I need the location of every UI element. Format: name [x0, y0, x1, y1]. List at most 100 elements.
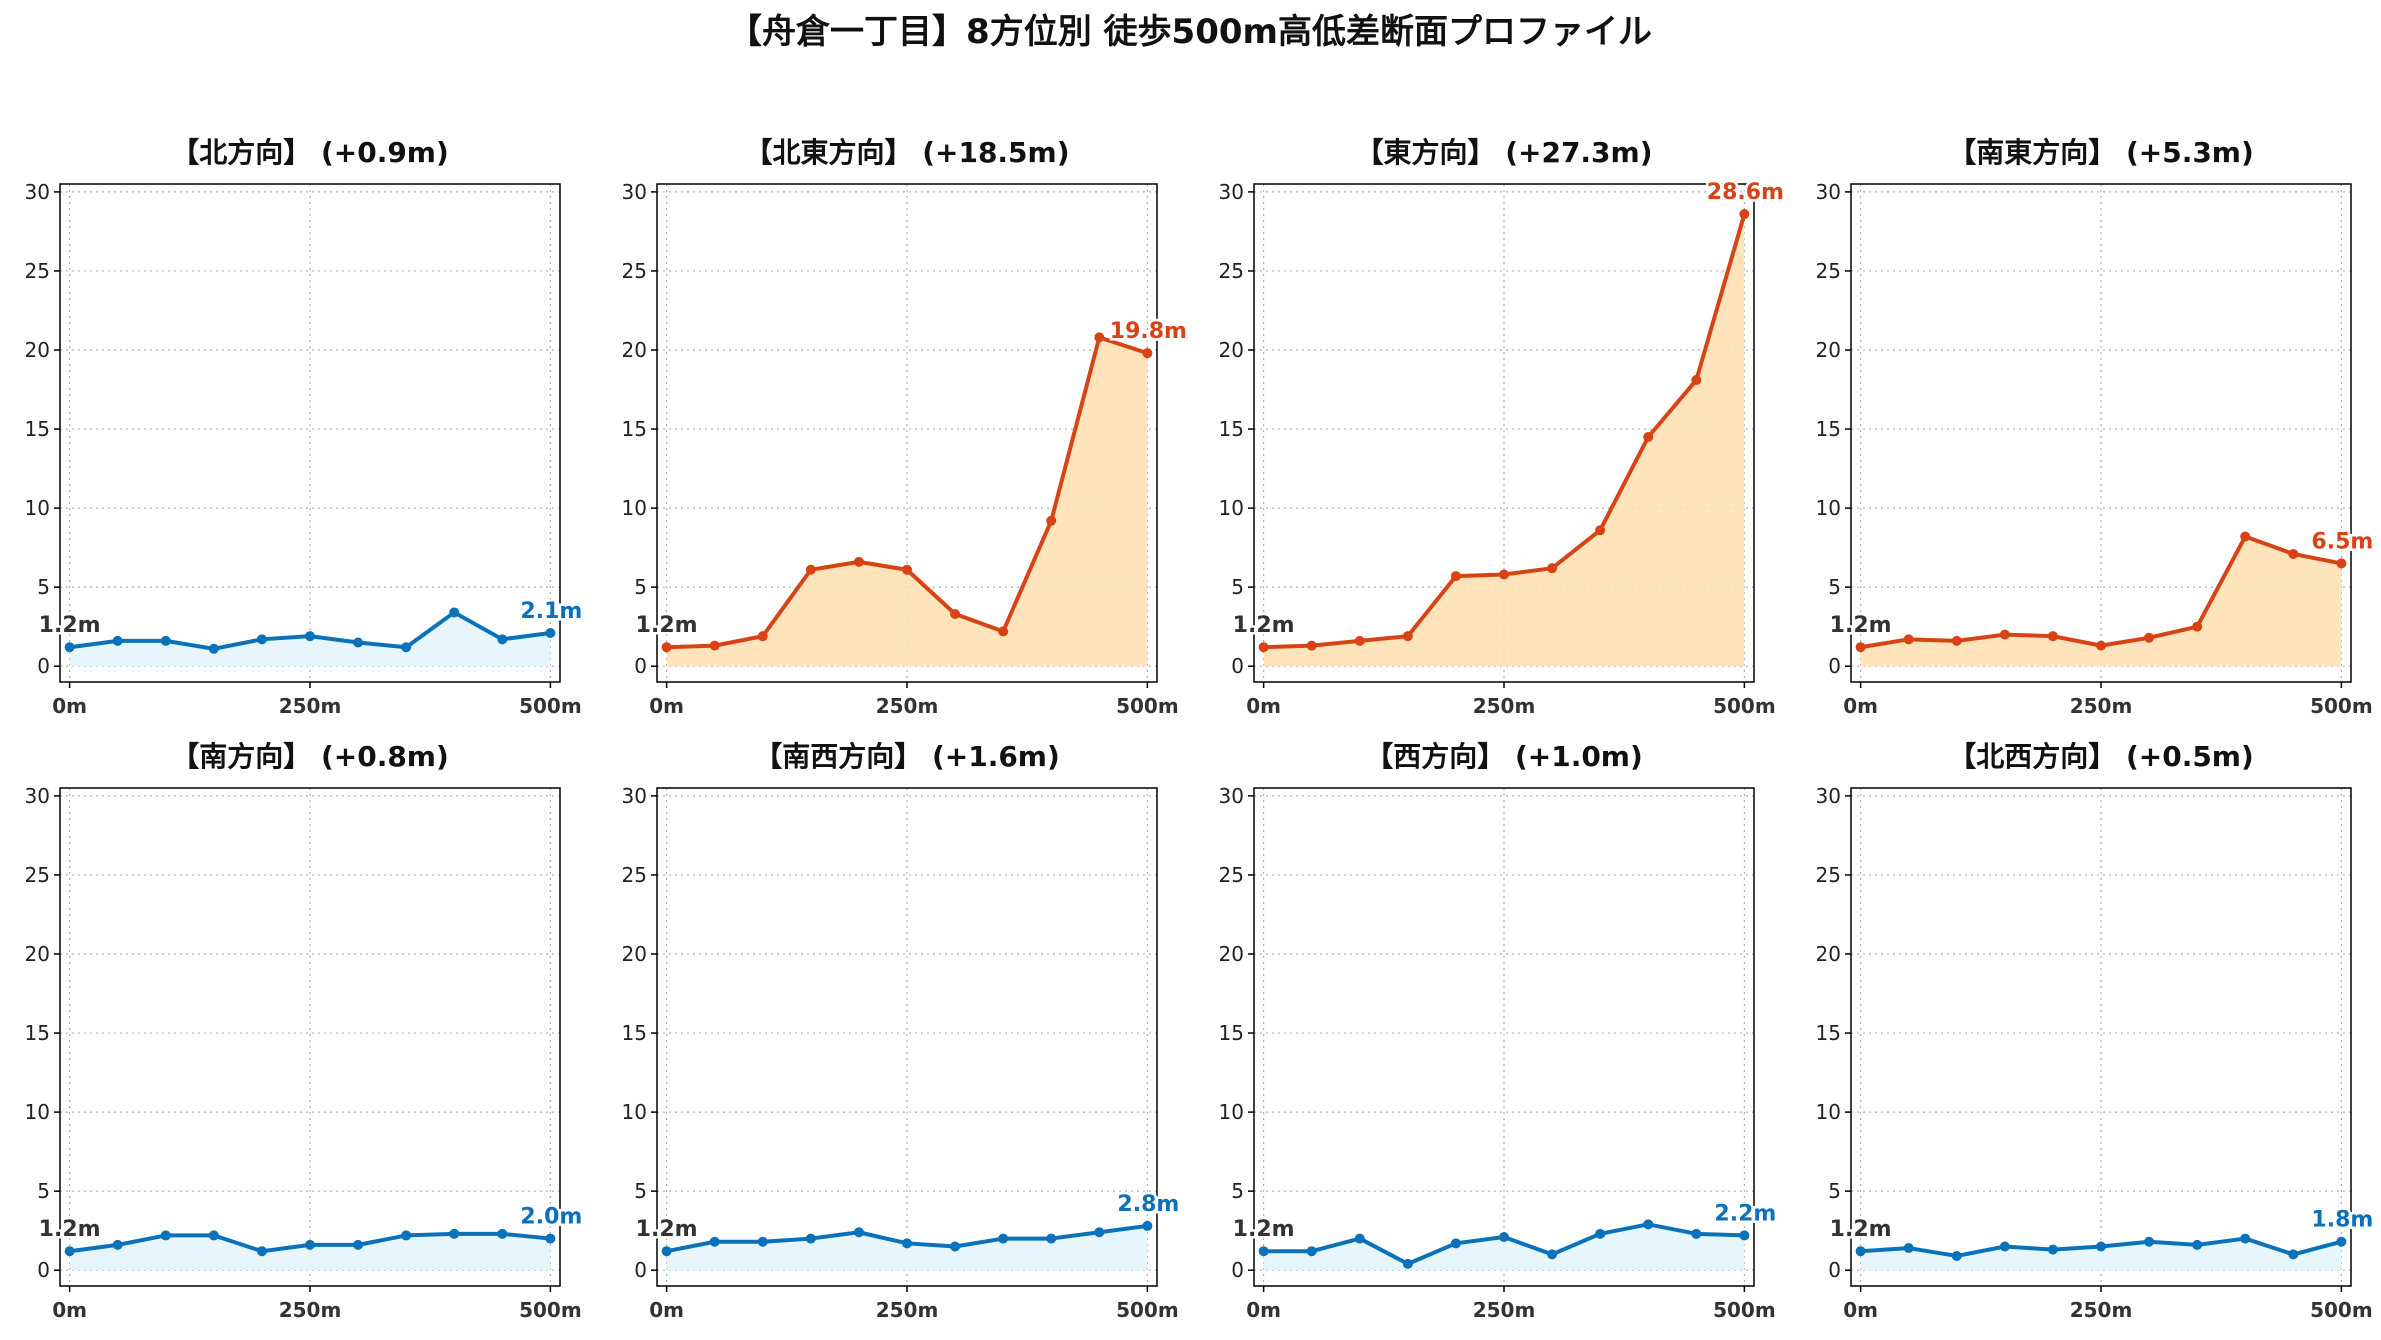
- y-tick-label: 0: [1231, 654, 1244, 678]
- elevation-panel: 0 5 10 15 20 25 30 0m 250m 500m 【北方向】 (+0.9m) 1.2m 2…: [25, 136, 585, 718]
- data-point: [1354, 1233, 1365, 1244]
- figure-title: 【舟倉一丁目】8方位別 徒歩500m高低差断面プロファイル: [728, 12, 1652, 52]
- y-tick-label: 30: [1816, 180, 1841, 204]
- data-point: [64, 642, 75, 653]
- series-area: [1263, 1224, 1745, 1271]
- start-elevation-label: 1.2m: [39, 613, 101, 638]
- y-tick-label: 10: [25, 1100, 50, 1124]
- y-tick-label: 30: [25, 180, 50, 204]
- data-point: [1046, 515, 1057, 526]
- data-point: [1595, 1228, 1606, 1239]
- end-elevation-label: 2.8m: [1117, 1192, 1179, 1217]
- data-point: [1903, 1243, 1914, 1254]
- series-area: [1860, 536, 2342, 667]
- data-point: [1739, 1230, 1750, 1241]
- data-point: [160, 635, 171, 646]
- y-tick-label: 5: [1828, 1179, 1841, 1203]
- y-tick-label: 5: [1231, 575, 1244, 599]
- y-tick-label: 5: [1231, 1179, 1244, 1203]
- data-point: [1643, 1219, 1654, 1230]
- x-tick-label: 0m: [52, 1298, 87, 1322]
- x-tick-label: 500m: [1116, 694, 1179, 718]
- x-tick-label: 500m: [2310, 1298, 2373, 1322]
- data-point: [1450, 1238, 1461, 1249]
- y-tick-label: 10: [1219, 1100, 1244, 1124]
- data-point: [1450, 571, 1461, 582]
- y-tick-label: 15: [1219, 1021, 1244, 1045]
- y-tick-label: 15: [622, 1021, 647, 1045]
- y-tick-label: 30: [1816, 784, 1841, 808]
- data-point: [1855, 642, 1866, 653]
- data-point: [902, 1238, 912, 1249]
- data-point: [401, 642, 412, 653]
- y-tick-label: 20: [622, 942, 647, 966]
- data-point: [1691, 375, 1702, 386]
- data-point: [2192, 1239, 2203, 1250]
- y-tick-label: 15: [25, 1021, 50, 1045]
- x-tick-label: 250m: [1473, 694, 1536, 718]
- start-elevation-label: 1.2m: [1830, 1217, 1892, 1242]
- data-point: [545, 1233, 556, 1244]
- elevation-panel: 0 5 10 15 20 25 30 0m 250m 500m 【東方向】 (+27.3m) 1.2m…: [1219, 136, 1787, 718]
- y-tick-label: 30: [25, 784, 50, 808]
- data-point: [208, 643, 219, 654]
- data-point: [1258, 1246, 1269, 1257]
- data-point: [1402, 631, 1413, 642]
- data-point: [2096, 640, 2106, 651]
- data-point: [160, 1230, 171, 1241]
- data-point: [661, 642, 672, 653]
- y-tick-label: 30: [622, 784, 647, 808]
- data-point: [2047, 1244, 2058, 1255]
- data-point: [497, 634, 508, 645]
- y-tick-label: 15: [1816, 417, 1841, 441]
- data-point: [112, 1239, 123, 1250]
- y-tick-label: 25: [622, 259, 647, 283]
- data-point: [1142, 348, 1153, 359]
- data-point: [256, 634, 267, 645]
- y-tick-label: 15: [1219, 417, 1244, 441]
- end-elevation-label: 6.5m: [2311, 529, 2373, 554]
- x-tick-label: 0m: [1843, 1298, 1878, 1322]
- y-tick-label: 15: [1816, 1021, 1841, 1045]
- data-point: [1999, 1241, 2010, 1252]
- x-tick-label: 0m: [1246, 694, 1281, 718]
- y-tick-label: 5: [634, 1179, 647, 1203]
- y-tick-label: 25: [1219, 863, 1244, 887]
- y-tick-label: 5: [37, 575, 50, 599]
- y-tick-label: 30: [1219, 784, 1244, 808]
- y-tick-label: 0: [634, 1258, 647, 1282]
- y-tick-label: 0: [1231, 1258, 1244, 1282]
- data-point: [1547, 563, 1558, 574]
- x-tick-label: 500m: [519, 694, 582, 718]
- data-point: [401, 1230, 412, 1241]
- y-tick-label: 25: [25, 863, 50, 887]
- panel-title: 【北東方向】 (+18.5m): [744, 136, 1069, 169]
- y-tick-label: 20: [25, 338, 50, 362]
- plot-area: [60, 788, 560, 1286]
- start-elevation-label: 1.2m: [636, 613, 698, 638]
- end-elevation-label: 2.1m: [520, 599, 582, 624]
- y-tick-label: 0: [37, 1258, 50, 1282]
- data-point: [1643, 431, 1654, 442]
- x-tick-label: 500m: [1713, 1298, 1776, 1322]
- x-tick-label: 0m: [649, 694, 684, 718]
- data-point: [1306, 1246, 1317, 1257]
- x-tick-label: 250m: [876, 694, 939, 718]
- panel-title: 【南東方向】 (+5.3m): [1948, 136, 2254, 169]
- start-elevation-label: 1.2m: [1233, 613, 1295, 638]
- series-area: [1263, 214, 1745, 667]
- elevation-panel: 0 5 10 15 20 25 30 0m 250m 500m 【南西方向】 (+1.6m) 1.2m…: [622, 740, 1182, 1322]
- series-area: [69, 1233, 551, 1271]
- panel-title: 【南方向】 (+0.8m): [171, 740, 449, 773]
- plot-area: [657, 788, 1157, 1286]
- data-point: [2047, 631, 2058, 642]
- elevation-panel: 0 5 10 15 20 25 30 0m 250m 500m 【北西方向】 (+0.5m) 1.2m…: [1816, 740, 2376, 1322]
- start-elevation-label: 1.2m: [636, 1217, 698, 1242]
- y-tick-label: 30: [622, 180, 647, 204]
- y-tick-label: 20: [1219, 942, 1244, 966]
- elevation-panel: 0 5 10 15 20 25 30 0m 250m 500m 【南方向】 (+0.8m) 1.2m 2…: [25, 740, 585, 1322]
- data-point: [2288, 548, 2299, 559]
- panel-title: 【南西方向】 (+1.6m): [754, 740, 1060, 773]
- data-point: [449, 1228, 460, 1239]
